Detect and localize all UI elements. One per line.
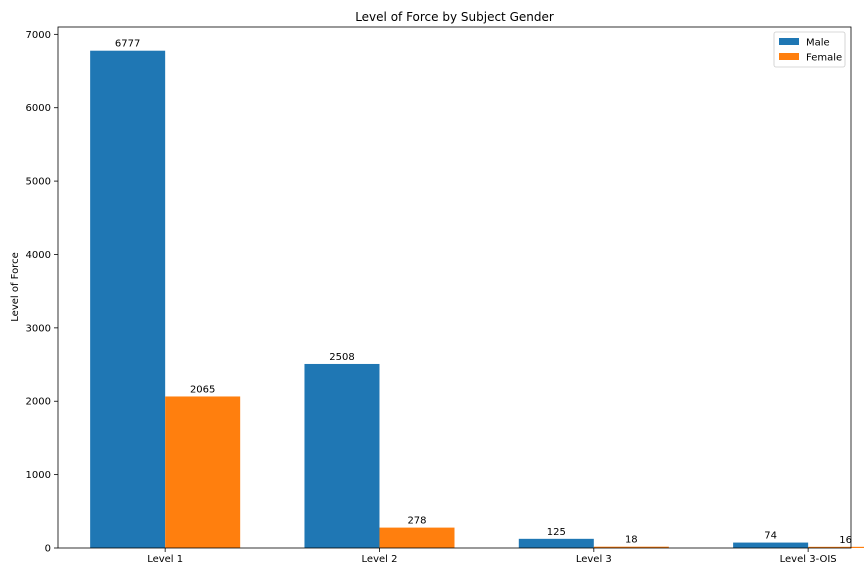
data-label: 278: [407, 516, 426, 527]
plot-frame: [57, 26, 852, 549]
bar-female-2: [379, 527, 455, 548]
y-tick-label: 1000: [26, 470, 51, 481]
x-tick-label: Level 2: [362, 554, 398, 565]
y-tick-label: 2000: [26, 397, 51, 408]
y-tick-label: 3000: [26, 323, 51, 334]
data-label: 74: [764, 531, 777, 542]
bar-male-3: [518, 538, 594, 548]
bar-male-1: [90, 50, 166, 548]
y-tick-label: 6000: [26, 103, 51, 114]
data-label: 2508: [329, 352, 354, 363]
bar-female-1: [165, 396, 241, 548]
legend-swatch: [779, 38, 799, 45]
bar-male-4: [733, 542, 809, 548]
data-label: 6777: [115, 39, 140, 50]
data-label: 125: [547, 527, 566, 538]
x-tick-label: Level 3: [576, 554, 612, 565]
bar-male-2: [304, 363, 380, 548]
x-tick-label: Level 1: [147, 554, 183, 565]
plot-area: 6777 2508 125 74 2065 278 18 16 0 1000 2000 3000 400…: [26, 26, 864, 565]
y-tick-label: 0: [45, 544, 51, 555]
legend-swatch: [779, 53, 799, 60]
legend-label: Male: [806, 38, 830, 49]
y-tick-label: 7000: [26, 30, 51, 41]
y-tick-label: 5000: [26, 177, 51, 188]
y-tick-label: 4000: [26, 250, 51, 261]
chart-title: Level of Force by Subject Gender: [355, 10, 554, 24]
legend-label: Female: [806, 53, 842, 64]
data-label: 16: [839, 535, 852, 546]
y-axis-label: Level of Force: [10, 252, 21, 321]
data-label: 2065: [190, 384, 215, 395]
bar-female-3: [593, 546, 669, 548]
data-label: 18: [625, 535, 638, 546]
x-tick-label: Level 3-OIS: [780, 554, 837, 565]
legend: Male Female: [773, 31, 846, 68]
bar-female-4: [808, 546, 864, 548]
